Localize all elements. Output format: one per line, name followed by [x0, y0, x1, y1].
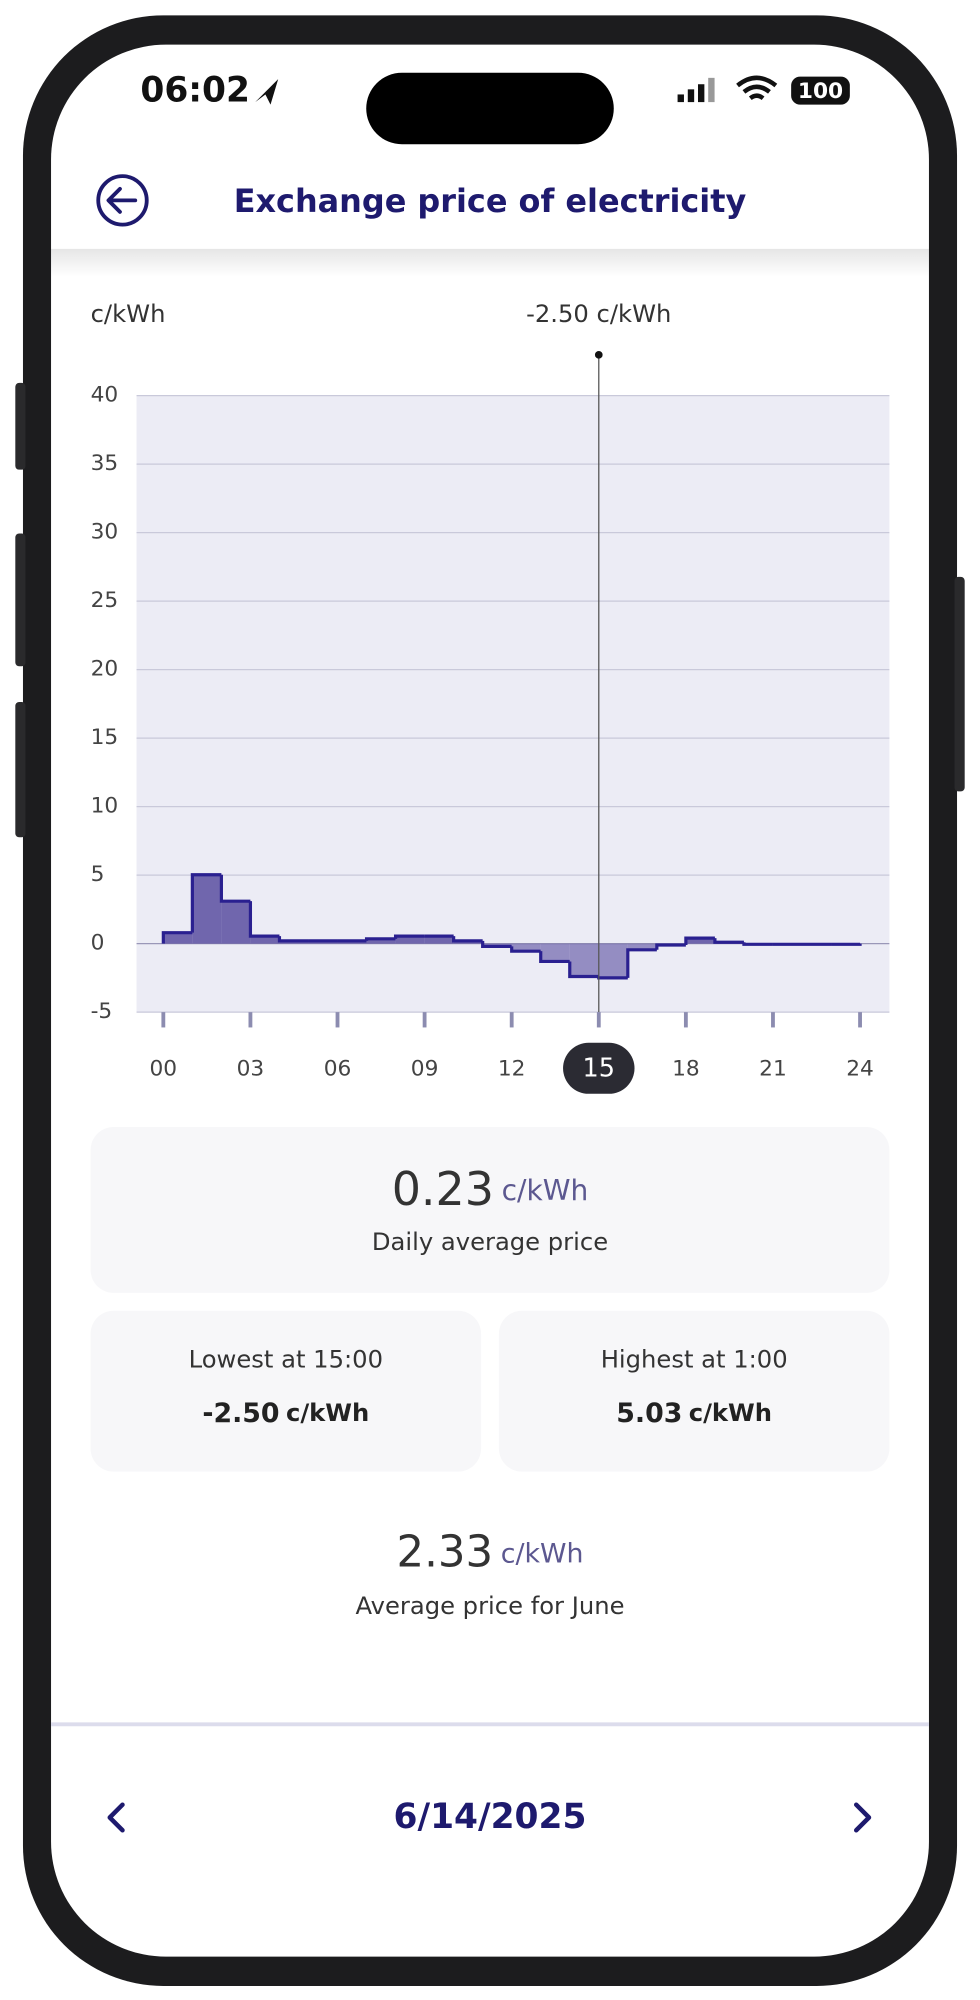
- side-button: [15, 382, 26, 470]
- prev-day[interactable]: [107, 1802, 125, 1833]
- month-price: 2.33 c/kWh: [397, 1527, 584, 1577]
- cursor-dot: [594, 350, 603, 359]
- wifi-icon: [736, 75, 778, 101]
- price-bar: [366, 938, 396, 944]
- lowest-card: [90, 1310, 482, 1472]
- price-step: [190, 873, 222, 933]
- highest-price: 5.03 c/kWh: [616, 1398, 772, 1429]
- highest-label: Highest at 1:00: [601, 1345, 788, 1374]
- price-bar: [511, 943, 541, 952]
- unit: c/kWh: [689, 1398, 772, 1427]
- y-tick-label: 30: [91, 520, 119, 545]
- dynamic-island: [366, 72, 614, 145]
- price-step: [248, 901, 280, 938]
- x-tick-label: 21: [759, 1057, 787, 1082]
- lowest-value: -2.50: [202, 1398, 279, 1429]
- price-step: [219, 874, 251, 903]
- price-bar: [424, 936, 454, 944]
- price-bar: [598, 943, 628, 978]
- price-step: [684, 936, 715, 945]
- y-tick-label: 20: [91, 657, 119, 682]
- signal-icon: [677, 77, 715, 103]
- price-step: [626, 948, 657, 978]
- side-button: [954, 576, 965, 792]
- back-button[interactable]: [96, 174, 149, 227]
- daily-label: Daily average price: [372, 1227, 608, 1256]
- price-step: [831, 942, 862, 946]
- highest-card: [498, 1310, 890, 1472]
- unit: c/kWh: [501, 1538, 584, 1569]
- status-time: 06:02: [140, 70, 250, 110]
- unit: c/kWh: [286, 1398, 369, 1427]
- battery-icon: [791, 76, 850, 105]
- next-day[interactable]: [853, 1802, 872, 1833]
- price-step: [277, 936, 309, 943]
- price-bar: [163, 932, 193, 944]
- date: 6/14/2025: [394, 1797, 587, 1837]
- price-bar: [540, 943, 570, 962]
- unit: c/kWh: [502, 1174, 589, 1207]
- price-step: [742, 942, 773, 946]
- price-bar: [569, 943, 599, 977]
- price-bar: [395, 936, 425, 944]
- y-tick-label: 25: [91, 588, 119, 613]
- x-tick-label: 15: [583, 1054, 615, 1084]
- price-bar: [627, 943, 657, 950]
- page-title: Exchange price of electricity: [234, 182, 747, 220]
- daily-price: 0.23 c/kWh: [392, 1162, 589, 1216]
- price-step: [364, 937, 396, 941]
- chart: -5 0 5 10 15 20 25 30 35 40 -2.50 c/kWh 00 03 06 09 12 1…: [91, 299, 890, 1094]
- y-tick-label: 40: [91, 383, 119, 408]
- price-step: [510, 946, 541, 953]
- y-tick-label: -5: [91, 999, 113, 1024]
- daily-value: 0.23: [392, 1162, 494, 1216]
- y-axis-label: c/kWh: [91, 299, 166, 328]
- price-step: [452, 936, 483, 943]
- price-bar: [685, 938, 715, 944]
- x-tick-label: 09: [411, 1057, 439, 1082]
- x-tick-label: 06: [324, 1057, 352, 1082]
- y-tick-label: 10: [91, 794, 119, 819]
- highest-value: 5.03: [616, 1398, 682, 1429]
- x-tick-label: 00: [150, 1057, 178, 1082]
- price-step: [161, 931, 193, 944]
- price-step: [597, 976, 628, 980]
- header-shadow: [51, 248, 929, 277]
- price-step: [713, 938, 744, 944]
- y-tick-label: 15: [91, 725, 119, 750]
- lowest-label: Lowest at 15:00: [189, 1345, 383, 1374]
- daily-card: [90, 1126, 890, 1293]
- lowest-price: -2.50 c/kWh: [202, 1398, 369, 1429]
- y-tick-label: 0: [91, 931, 105, 956]
- x-tick-label: 24: [846, 1057, 874, 1082]
- battery-level: 100: [798, 79, 843, 104]
- plot-area: [136, 395, 890, 1013]
- month-label: Average price for June: [355, 1591, 624, 1620]
- tooltip: -2.50 c/kWh: [526, 299, 671, 328]
- price-step: [393, 934, 425, 939]
- price-bar: [192, 874, 222, 944]
- month-value: 2.33: [397, 1527, 494, 1577]
- side-button: [15, 701, 26, 838]
- x-tick-label: 03: [237, 1057, 265, 1082]
- x-tick-label: 12: [498, 1057, 526, 1082]
- x-tick-highlight: [563, 1042, 635, 1094]
- y-tick-label: 5: [91, 862, 105, 887]
- price-step: [481, 940, 512, 948]
- price-step: [539, 951, 570, 964]
- price-bar: [221, 901, 251, 944]
- side-button: [15, 533, 26, 667]
- price-bar: [250, 936, 280, 944]
- y-tick-label: 35: [91, 451, 119, 476]
- x-tick-label: 18: [672, 1057, 700, 1082]
- price-step: [568, 961, 599, 979]
- price-step: [655, 943, 686, 950]
